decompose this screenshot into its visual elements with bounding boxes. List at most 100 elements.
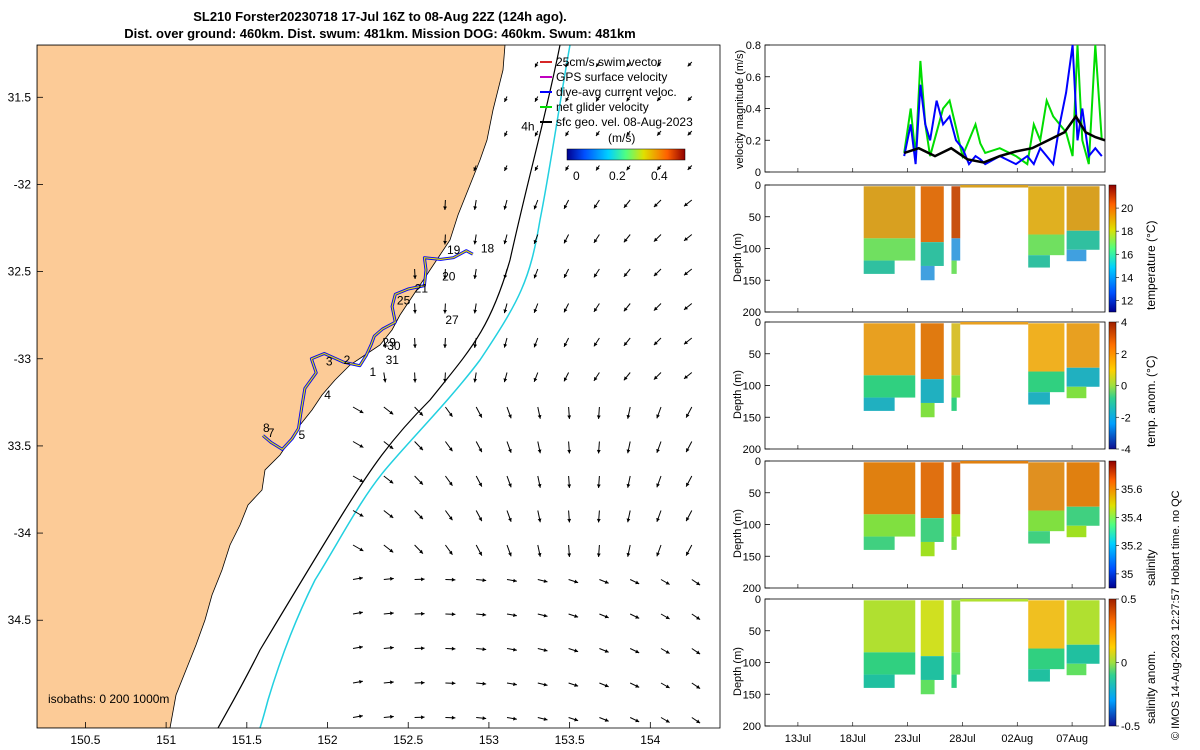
depth-tick-label: 100 bbox=[743, 381, 761, 393]
velocity-arrow bbox=[443, 372, 447, 383]
colorbar-tick-label: 16 bbox=[1121, 249, 1133, 261]
colorbar-tick-label: 14 bbox=[1121, 272, 1133, 284]
velocity-arrow bbox=[691, 613, 701, 621]
lat-tick-label: 31.5 bbox=[8, 90, 32, 104]
velocity-arrow bbox=[683, 268, 693, 276]
velocity-arrow bbox=[503, 337, 508, 348]
depth-tick-label: 200 bbox=[743, 307, 761, 319]
profile-segment bbox=[1028, 462, 1065, 544]
velocity-arrow bbox=[414, 715, 425, 720]
velocity-arrow bbox=[414, 475, 424, 485]
svg-text:dive-avg current veloc.: dive-avg current veloc. bbox=[556, 85, 677, 99]
velocity-arrow bbox=[593, 268, 600, 278]
depth-tick-label: 50 bbox=[749, 349, 761, 361]
velocity-arrow bbox=[475, 544, 483, 556]
velocity-arrow bbox=[352, 714, 363, 719]
track-label-4h: 4h bbox=[521, 119, 534, 133]
velocity-arrow bbox=[653, 337, 662, 346]
velocity-arrow bbox=[567, 441, 572, 454]
temp_anom-colorbar bbox=[1108, 321, 1117, 450]
velocity-arrow bbox=[506, 578, 517, 583]
depth-tick-label: 0 bbox=[755, 317, 761, 329]
velocity-arrow bbox=[473, 268, 478, 279]
velocity-arrow bbox=[503, 303, 508, 314]
velocity-arrow bbox=[413, 372, 417, 383]
time-tick-label: 02Aug bbox=[1001, 733, 1033, 745]
isobath-1000m bbox=[259, 45, 571, 728]
velocity-arrow bbox=[626, 544, 631, 557]
velocity-arrow bbox=[565, 165, 570, 171]
velocity-arrow bbox=[565, 96, 570, 102]
velocity-arrow bbox=[687, 96, 693, 102]
velocity-arrow bbox=[533, 303, 539, 314]
colorbar-tick-label: -2 bbox=[1121, 412, 1131, 424]
velocity-arrow bbox=[414, 646, 425, 651]
profile-segment bbox=[951, 600, 961, 688]
title-line-1: SL210 Forster20230718 17-Jul 16Z to 08-A… bbox=[193, 9, 567, 24]
colorbar-tick-label: 0.5 bbox=[1121, 594, 1136, 606]
velocity-arrow bbox=[626, 61, 631, 68]
velocity-arrow bbox=[565, 130, 570, 137]
profile-segment bbox=[863, 600, 916, 688]
velocity-arrow bbox=[653, 372, 662, 380]
velocity-arrow bbox=[656, 510, 662, 522]
colorbar-tick-label: 4 bbox=[1121, 317, 1127, 329]
track-label-5: 5 bbox=[298, 428, 305, 442]
colorbar-tick-label: -4 bbox=[1121, 444, 1131, 456]
velocity-arrow bbox=[596, 544, 601, 558]
velocity-arrow bbox=[476, 612, 487, 617]
velocity-arrow bbox=[444, 406, 453, 418]
velocity-arrow bbox=[383, 645, 394, 650]
depth-tick-label: 100 bbox=[743, 520, 761, 532]
velocity-arrow bbox=[596, 441, 601, 454]
velocity-arrow bbox=[656, 441, 662, 453]
profile-segment bbox=[920, 323, 944, 418]
velocity-arrow bbox=[352, 576, 363, 581]
lon-tick-label: 152 bbox=[318, 733, 338, 747]
profile-segment bbox=[920, 600, 944, 695]
velocity-arrow bbox=[473, 165, 478, 172]
velocity-arrow bbox=[595, 165, 600, 171]
velocity-arrow bbox=[476, 647, 487, 652]
map-longitude-ticks: 150.5 151 151.5 152 152.5 153 153.5 154 bbox=[70, 722, 661, 747]
track-label-7: 7 bbox=[268, 426, 275, 440]
velocity-arrow bbox=[503, 268, 508, 279]
velocity-arrow bbox=[563, 303, 570, 313]
velocity-arrow bbox=[533, 372, 539, 383]
track-label-25: 25 bbox=[397, 294, 411, 308]
velocity-arrow bbox=[653, 199, 662, 208]
velocity-arrow bbox=[683, 337, 693, 345]
surface-strip bbox=[960, 322, 1029, 325]
velocity-arrow bbox=[503, 372, 508, 383]
surface-velocity-arrows bbox=[352, 61, 701, 724]
velocity-arrow bbox=[595, 130, 600, 137]
velocity-arrow bbox=[475, 406, 483, 418]
velocity-arrow bbox=[567, 406, 572, 420]
velocity-arrow bbox=[685, 475, 693, 487]
velocity-arrow bbox=[382, 337, 387, 348]
velocity-arrow bbox=[685, 406, 693, 418]
velocity-arrow bbox=[568, 579, 579, 584]
time-tick-label: 23Jul bbox=[894, 733, 920, 745]
temp_anom-panel: 0 50 100 150 200 Depth (m) -4 -2 0 2 4 temp. anom. … bbox=[732, 317, 1158, 456]
depth-tick-label: 0 bbox=[755, 456, 761, 468]
svg-text:GPS surface velocity: GPS surface velocity bbox=[556, 70, 667, 84]
credit-text: © IMOS 14-Aug-2023 12:27:57 Hobart time.… bbox=[1170, 490, 1182, 740]
depth-ylabel: Depth (m) bbox=[732, 370, 744, 419]
velocity-arrow bbox=[593, 372, 600, 382]
velocity-series-0 bbox=[903, 44, 1103, 166]
velocity-arrow bbox=[593, 337, 600, 347]
velocity-arrow bbox=[506, 716, 517, 721]
legend-swim-vector: 25cm/s swim vector bbox=[540, 55, 661, 69]
velocity-arrow bbox=[595, 96, 600, 102]
velocity-arrow bbox=[623, 234, 631, 243]
depth-tick-label: 0 bbox=[755, 594, 761, 606]
time-tick-label: 28Jul bbox=[949, 733, 975, 745]
lon-tick-label: 152.5 bbox=[393, 733, 423, 747]
velocity-arrow bbox=[352, 645, 363, 650]
velocity-arrow bbox=[443, 234, 447, 245]
velocity-arrow bbox=[623, 372, 631, 381]
velocity-arrow bbox=[629, 648, 640, 654]
legend-gps-velocity: GPS surface velocity bbox=[540, 70, 667, 84]
